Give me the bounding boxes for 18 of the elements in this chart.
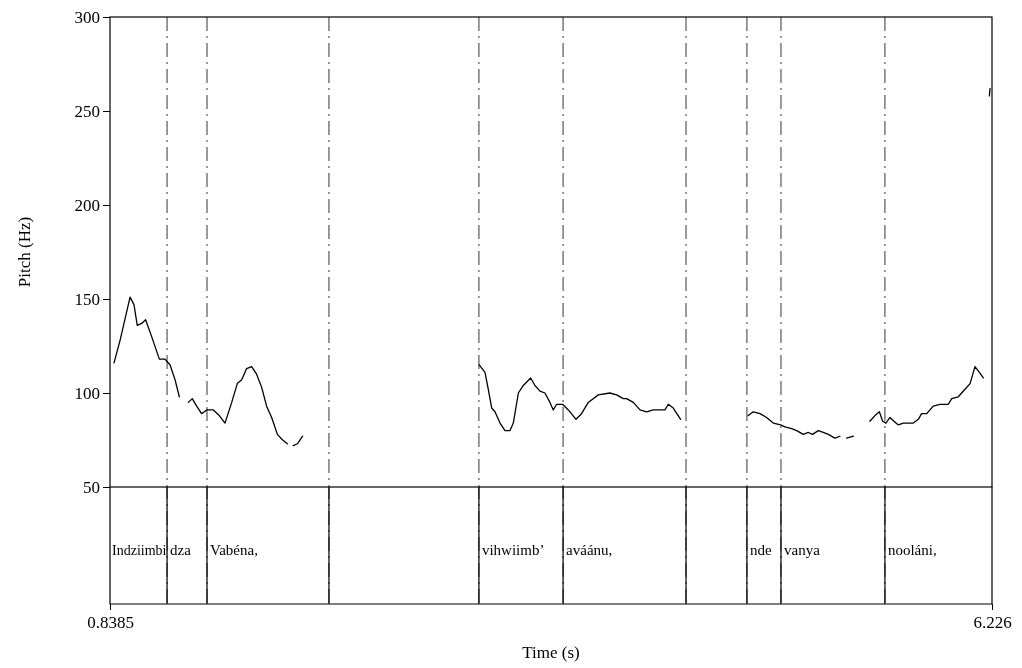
- y-tick-label: 300: [74, 7, 100, 27]
- ref-line-label: aváánu,: [566, 542, 613, 558]
- ref-line-label: nde: [749, 542, 772, 558]
- ref-line-label: nooláni,: [887, 542, 937, 558]
- text: Indziimbi: [112, 543, 167, 558]
- ref-line-label: vanya: [783, 542, 821, 558]
- x-tick-label: 0.8385: [87, 613, 134, 633]
- y-tick-label: 100: [74, 383, 100, 403]
- y-axis-title: Pitch (Hz): [15, 216, 34, 288]
- y-tick-label: 200: [74, 195, 100, 215]
- ref-line-label: vihwiimb’: [481, 542, 545, 558]
- x-tick-label: 6.226: [973, 613, 1012, 633]
- y-tick-label: 250: [74, 101, 100, 121]
- y-tick-label: 150: [74, 289, 100, 309]
- x-axis-title: Time (s): [522, 643, 580, 662]
- ref-line-label: dza: [170, 542, 192, 558]
- ref-line-label: Vabéna,: [210, 542, 258, 558]
- y-tick-label: 50: [83, 477, 100, 497]
